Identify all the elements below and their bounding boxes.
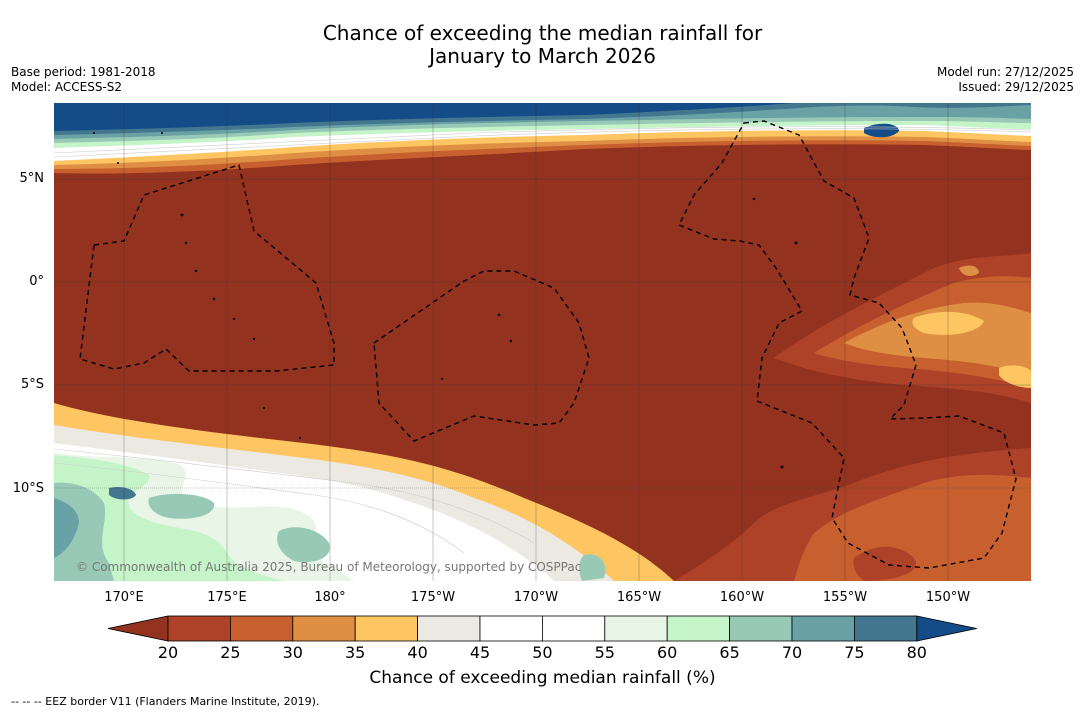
island — [497, 313, 501, 317]
east-tongue-small — [959, 265, 979, 276]
colorbar — [107, 615, 977, 642]
colorbar-tick-label: 80 — [906, 643, 927, 662]
base-period: Base period: 1981-2018 — [11, 65, 156, 79]
colorbar-tick-label: 20 — [157, 643, 179, 662]
east-tongue-core-b — [999, 365, 1031, 388]
lon-label-170e: 170°E — [104, 590, 144, 605]
island — [252, 337, 256, 341]
south-green-3 — [54, 498, 79, 558]
island — [794, 241, 798, 245]
colorbar-tick-label: 60 — [657, 643, 678, 662]
colorbar-swatch — [791, 615, 855, 642]
colorbar-swatch — [167, 615, 231, 642]
meta-left: Base period: 1981-2018 Model: ACCESS-S2 — [11, 65, 156, 95]
colorbar-swatch — [479, 615, 543, 642]
contour-north-1 — [54, 128, 1031, 158]
colorbar-tick-label: 40 — [407, 643, 428, 662]
colorbar-tick-label: 35 — [345, 643, 366, 662]
colorbar-tick-label: 50 — [532, 643, 553, 662]
island — [117, 162, 119, 164]
colorbar-tick-label: 30 — [282, 643, 303, 662]
lat-label-10s: 10°S — [12, 481, 44, 496]
rainfall-probability-map: © Commonwealth of Australia 2025, Bureau… — [54, 103, 1031, 581]
copyright-text: © Commonwealth of Australia 2025, Bureau… — [76, 560, 581, 574]
se-deep-patch — [853, 546, 916, 581]
colorbar-swatch — [417, 615, 481, 642]
colorbar-extend-low — [107, 615, 169, 642]
colorbar-tick-label: 70 — [781, 643, 803, 662]
island — [299, 437, 301, 439]
title-line-1: Chance of exceeding the median rainfall … — [322, 21, 763, 45]
lon-label-180: 180° — [314, 590, 346, 605]
lon-label-165w: 165°W — [616, 590, 662, 605]
eez-line-islands — [678, 120, 1017, 569]
colorbar-tick-label: 65 — [719, 643, 740, 662]
island — [93, 132, 95, 134]
colorbar-swatch — [229, 615, 294, 642]
colorbar-tick-label: 55 — [594, 643, 615, 662]
lon-label-155w: 155°W — [822, 590, 868, 605]
south-green-patch-a — [277, 527, 330, 563]
eez-borders — [79, 120, 1017, 569]
colorbar-swatch — [604, 615, 668, 642]
lon-label-160w: 160°W — [719, 590, 765, 605]
lon-label-175w: 175°W — [410, 590, 456, 605]
eez-footnote: -- -- -- EEZ border V11 (Flanders Marine… — [11, 695, 320, 708]
island — [194, 269, 198, 273]
lon-label-150w: 150°W — [925, 590, 971, 605]
island — [161, 132, 163, 134]
eez-kiribati-west — [79, 164, 335, 372]
south-green-patch-c — [109, 486, 136, 500]
contour-north-2 — [54, 126, 1031, 154]
island — [780, 465, 784, 469]
colorbar-tick-label: 75 — [844, 643, 865, 662]
colorbar-swatch — [354, 615, 419, 642]
island — [752, 197, 756, 201]
colorbar-swatch — [292, 615, 356, 642]
colorbar-swatch — [729, 615, 793, 642]
eez-howland-baker — [373, 270, 590, 442]
colorbar-label: Chance of exceeding median rainfall (%) — [369, 668, 716, 688]
island — [440, 377, 444, 381]
island — [180, 213, 184, 217]
lat-label-0: 0° — [29, 274, 44, 289]
south-green-1 — [54, 455, 284, 581]
lon-label-175e: 175°E — [207, 590, 247, 605]
island — [509, 339, 513, 343]
contour-south-2 — [54, 462, 465, 554]
model-name: Model: ACCESS-S2 — [11, 80, 123, 94]
meta-right: Model run: 27/12/2025 Issued: 29/12/2025 — [937, 65, 1074, 95]
lat-label-5n: 5°N — [19, 171, 45, 186]
south-green-patch-b — [148, 493, 215, 519]
colorbar-swatch — [854, 615, 918, 642]
south-green-patch-d — [579, 554, 606, 581]
lat-label-5s: 5°S — [20, 377, 44, 392]
island — [232, 317, 236, 321]
chart-title: Chance of exceeding the median rainfall … — [0, 22, 1085, 68]
colorbar-extend-high — [916, 615, 977, 642]
colorbar-swatch — [666, 615, 731, 642]
colorbar-tick-label: 45 — [469, 643, 491, 662]
island — [263, 407, 265, 409]
east-tongue-inner — [844, 302, 1031, 378]
colorbar-swatch — [542, 615, 606, 642]
island — [184, 241, 188, 245]
model-run: Model run: 27/12/2025 — [936, 65, 1074, 79]
contour-south-1 — [54, 448, 535, 544]
se-orange-core — [794, 474, 1031, 581]
title-line-2: January to March 2026 — [429, 44, 656, 68]
map-panel: © Commonwealth of Australia 2025, Bureau… — [54, 103, 1031, 581]
islands — [93, 132, 798, 469]
lon-label-170w: 170°W — [513, 590, 559, 605]
graticule — [54, 103, 1031, 581]
issued-date: Issued: 29/12/2025 — [958, 80, 1074, 94]
colorbar-tick-label: 25 — [220, 643, 241, 662]
north-blue-2 — [54, 103, 794, 131]
island — [212, 297, 216, 301]
